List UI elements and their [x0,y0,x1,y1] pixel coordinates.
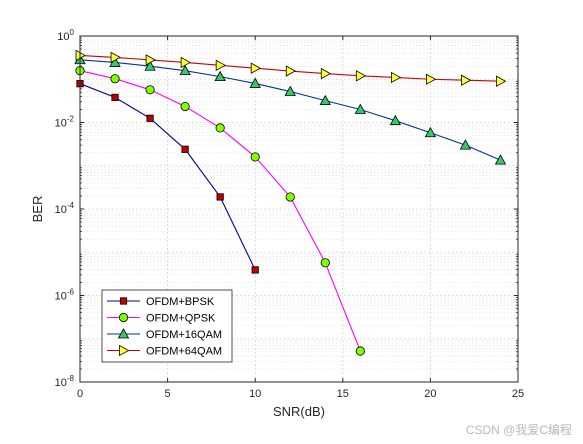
data-point-ofdm-qpsk [250,152,260,162]
y-tick-label: 10-2 [55,115,75,130]
x-tick-label: 20 [424,388,436,400]
data-point-ofdm-qpsk [180,101,190,112]
data-point-ofdm-64qam [390,71,402,84]
data-point-ofdm-16qam [249,77,261,88]
data-point-ofdm-bpsk [216,193,224,201]
data-point-ofdm-qpsk [320,258,330,268]
data-point-ofdm-16qam [459,139,472,150]
series-ofdm-16qam [74,53,507,165]
data-point-ofdm-64qam [145,54,156,66]
legend-item-ofdm-qpsk: OFDM+QPSK [107,313,216,325]
series-line-ofdm-bpsk [79,83,256,271]
data-point-ofdm-16qam [214,70,226,82]
data-point-ofdm-qpsk [285,192,295,202]
data-point-ofdm-16qam [354,103,366,114]
legend-label: OFDM+16QAM [146,329,222,341]
series-ofdm-64qam [75,49,507,87]
data-point-ofdm-64qam [250,62,262,74]
x-tick-label: 25 [512,388,524,400]
x-tick-label: 5 [165,388,171,400]
data-point-ofdm-16qam [319,94,331,106]
data-point-ofdm-bpsk [251,266,259,274]
data-point-ofdm-16qam [424,126,437,138]
legend-item-ofdm-bpsk: OFDM+BPSK [107,296,215,308]
data-point-ofdm-64qam [285,65,297,77]
ticks: 0 5 10 15 20 25 10-8 10-6 10-4 10-2 100 [55,28,525,400]
data-point-ofdm-64qam [110,51,121,64]
legend-item-ofdm-64qam: OFDM+64QAM [107,344,222,358]
data-point-ofdm-16qam [494,154,507,165]
legend-item-ofdm-16qam: OFDM+16QAM [107,328,222,341]
legend-marker [118,312,129,323]
data-point-ofdm-16qam [284,85,296,96]
y-tick-label: 10-6 [55,288,75,303]
legend-label: OFDM+QPSK [146,313,216,325]
legend-label: OFDM+BPSK [146,296,215,308]
data-point-ofdm-qpsk [355,346,365,356]
legend-marker [119,297,128,305]
data-point-ofdm-qpsk [215,123,225,133]
x-tick-label: 10 [249,388,261,400]
y-tick-label: 10-4 [55,201,75,216]
legend-marker [119,344,130,357]
data-point-ofdm-bpsk [111,93,119,102]
data-point-ofdm-qpsk [145,85,155,95]
watermark: CSDN @我爱C编程 [466,422,572,437]
legend-marker [117,328,130,339]
x-tick-label: 0 [77,388,83,400]
data-point-ofdm-16qam [389,114,402,126]
data-point-ofdm-16qam [144,60,156,71]
y-axis-label: BER [30,196,45,223]
series-ofdm-qpsk [75,66,365,356]
data-point-ofdm-qpsk [110,74,120,84]
data-point-ofdm-64qam [215,59,226,71]
x-tick-label: 15 [337,388,349,400]
data-point-ofdm-64qam [496,75,507,87]
data-point-ofdm-64qam [461,74,472,86]
legend: OFDM+BPSK OFDM+QPSK OFDM+16QAM OFDM+64QAM [101,289,233,363]
series-group [74,49,507,356]
data-point-ofdm-bpsk [181,145,189,153]
data-point-ofdm-64qam [425,73,437,85]
x-axis-label: SNR(dB) [273,404,325,419]
y-tick-label: 100 [57,28,74,43]
legend-label: OFDM+64QAM [146,346,222,358]
data-point-ofdm-64qam [180,56,191,69]
data-point-ofdm-64qam [355,70,367,82]
y-tick-label: 10-8 [55,374,75,389]
data-point-ofdm-64qam [320,67,332,80]
data-point-ofdm-16qam [179,64,191,76]
data-point-ofdm-bpsk [146,114,154,122]
